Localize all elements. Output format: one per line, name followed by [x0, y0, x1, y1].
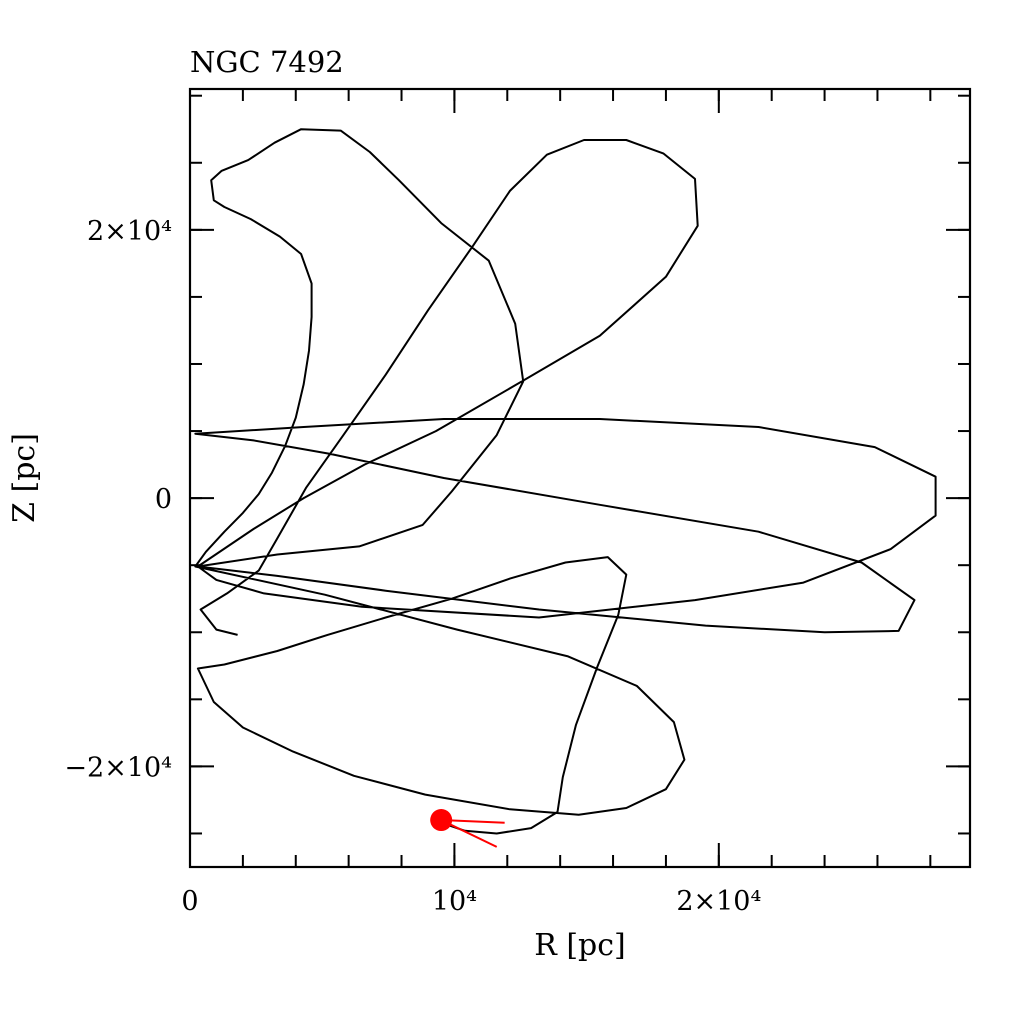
x-axis-label: R [pc]: [534, 928, 626, 963]
x-tick-label: 2×10⁴: [676, 886, 761, 917]
y-axis-label: Z [pc]: [7, 433, 42, 523]
x-tick-label: 10⁴: [432, 886, 477, 917]
plot-area: [194, 128, 937, 848]
y-tick-label: 2×10⁴: [87, 216, 172, 247]
axis-ticks: 0 10⁴ 2×10⁴ −2×10⁴ 0 2×10⁴: [64, 89, 970, 917]
plot-frame: [188, 87, 972, 869]
x-tick-label: 0: [181, 886, 198, 917]
current-position-marker: [430, 809, 453, 832]
y-tick-label: 0: [155, 484, 172, 515]
chart-title: NGC 7492: [190, 45, 344, 79]
orbit-series-line: [194, 128, 937, 835]
y-tick-label: −2×10⁴: [64, 752, 172, 783]
